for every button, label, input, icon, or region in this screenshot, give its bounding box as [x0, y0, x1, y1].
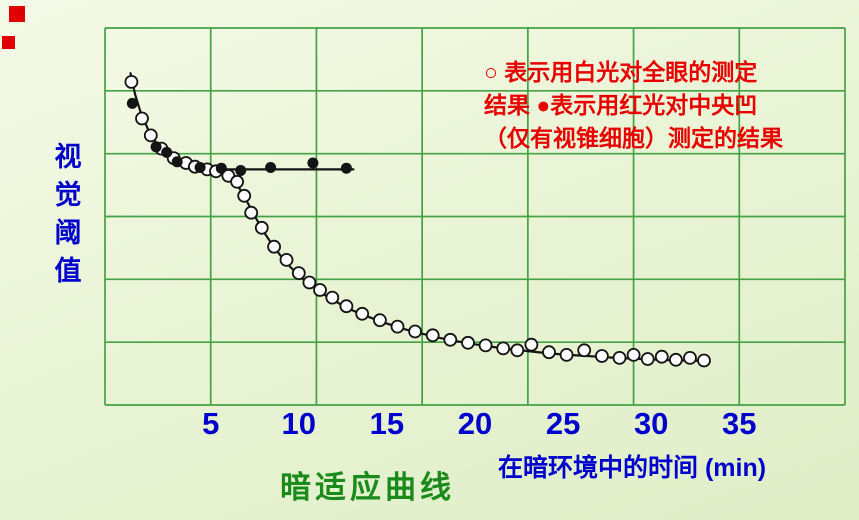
open-circle-marker	[372, 313, 387, 328]
filled-circle-marker	[265, 162, 277, 173]
y-axis-label: 视 觉 阈 值	[48, 138, 88, 290]
open-circle-marker	[230, 174, 245, 189]
open-circle-marker	[654, 349, 669, 364]
open-circle-marker	[143, 128, 158, 143]
red-square-marker-2	[2, 36, 15, 49]
open-circle-marker	[425, 328, 440, 343]
legend-line: （仅有视锥细胞）测定的结果	[484, 125, 783, 151]
open-circle-marker	[339, 299, 354, 314]
filled-circle-marker	[235, 165, 247, 176]
open-circle-marker	[640, 352, 655, 366]
open-circle-marker	[683, 350, 697, 365]
x-tick-label: 30	[633, 406, 669, 441]
open-circle-marker	[390, 319, 405, 334]
red-square-marker-1	[9, 6, 25, 22]
filled-circle-marker	[150, 141, 162, 153]
open-circle-marker	[626, 347, 641, 362]
open-circle-marker	[267, 239, 282, 254]
filled-circle-marker	[340, 162, 352, 174]
y-axis-label-char: 觉	[54, 180, 82, 210]
x-tick-label: 25	[545, 406, 581, 441]
open-circle-marker	[542, 345, 556, 360]
x-tick-label: 5	[202, 406, 220, 441]
open-circle-marker	[461, 335, 475, 350]
filled-circle-marker	[215, 162, 227, 174]
open-circle-marker	[408, 324, 423, 339]
open-circle-marker	[355, 306, 370, 321]
x-tick-label: 10	[281, 406, 317, 441]
open-circle-marker	[559, 347, 574, 362]
x-tick-label: 15	[369, 406, 405, 441]
x-axis-label: 在暗环境中的时间 (min)	[498, 454, 767, 482]
open-circle-marker	[443, 332, 458, 347]
legend-line: 结果 ●表示用红光对中央凹	[484, 92, 758, 118]
y-axis-label-char: 阈	[54, 218, 82, 248]
x-tick-label: 35	[722, 406, 757, 441]
filled-circle-marker	[307, 157, 319, 169]
open-circle-marker	[302, 275, 317, 290]
open-circle-marker	[244, 205, 259, 220]
y-axis-label-char: 视	[54, 142, 82, 172]
open-circle-marker	[697, 353, 711, 368]
open-circle-marker	[524, 337, 539, 352]
open-circle-marker	[124, 75, 139, 89]
filled-circle-marker	[194, 162, 206, 173]
x-axis-ticks: 5 10 15 20 25 30 35	[0, 406, 859, 446]
open-circle-marker	[669, 352, 683, 367]
open-circle-marker	[595, 349, 609, 363]
open-circle-marker	[510, 343, 525, 358]
open-circle-marker	[291, 266, 306, 281]
open-circle-marker	[237, 188, 252, 203]
open-circle-marker	[496, 341, 511, 356]
open-circle-marker	[135, 111, 149, 126]
open-circle-marker	[478, 338, 493, 353]
filled-circle-marker	[161, 146, 173, 158]
open-circle-marker	[254, 220, 269, 235]
open-circle-marker	[325, 290, 340, 305]
open-circle-marker	[577, 343, 592, 358]
filled-circle-marker	[126, 97, 138, 109]
chart-legend: ○ 表示用白光对全眼的测定 结果 ●表示用红光对中央凹 （仅有视锥细胞）测定的结…	[484, 56, 829, 155]
open-circle-marker	[313, 283, 327, 297]
chart-title: 暗适应曲线	[280, 470, 455, 505]
open-circle-marker	[612, 350, 627, 365]
x-tick-label: 20	[457, 406, 493, 441]
open-circle-marker	[279, 252, 294, 267]
y-axis-label-char: 值	[54, 256, 82, 286]
filled-circle-marker	[171, 156, 183, 168]
legend-line: ○ 表示用白光对全眼的测定	[484, 59, 758, 85]
